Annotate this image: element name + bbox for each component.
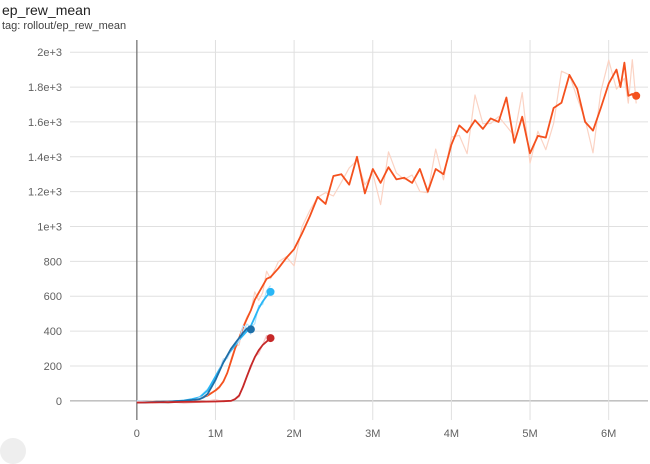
x-tick-label: 1M bbox=[208, 428, 223, 440]
chart-title: ep_rew_mean bbox=[2, 2, 91, 18]
y-tick-label: 200 bbox=[44, 361, 62, 373]
series-line bbox=[136, 337, 272, 404]
series-line bbox=[136, 61, 637, 404]
series-layer bbox=[136, 59, 641, 404]
y-tick-label: 1.6e+3 bbox=[28, 117, 62, 129]
y-tick-label: 2e+3 bbox=[37, 47, 62, 59]
x-tick-label: 5M bbox=[522, 428, 537, 440]
y-tick-label: 1.8e+3 bbox=[28, 82, 62, 94]
series-end-point bbox=[266, 334, 275, 343]
y-tick-label: 1.2e+3 bbox=[28, 187, 62, 199]
x-tick-label: 6M bbox=[601, 428, 616, 440]
y-tick-label: 1e+3 bbox=[37, 222, 62, 234]
series-line bbox=[136, 327, 252, 404]
series-raw-line bbox=[136, 325, 252, 404]
line-chart[interactable]: 0 200 400 600 800 1e+3 1.2e+3 1.4e+3 1.6e+3 1.8e+… bbox=[0, 0, 650, 450]
chart-tag: tag: rollout/ep_rew_mean bbox=[2, 20, 127, 32]
x-tick-label: 4M bbox=[444, 428, 459, 440]
y-tick-label: 1.4e+3 bbox=[28, 152, 62, 164]
grid bbox=[70, 40, 648, 420]
y-tick-label: 0 bbox=[56, 396, 62, 408]
x-tick-label: 3M bbox=[365, 428, 380, 440]
series-raw-line bbox=[136, 285, 271, 404]
series-raw-line bbox=[136, 59, 637, 404]
fit-domain-button[interactable] bbox=[0, 438, 26, 464]
series-line bbox=[136, 291, 272, 404]
y-tick-label: 600 bbox=[44, 291, 62, 303]
series-end-point bbox=[632, 91, 641, 100]
y-tick-label: 800 bbox=[44, 256, 62, 268]
series-end-point bbox=[246, 325, 255, 334]
y-tick-label: 400 bbox=[44, 326, 62, 338]
series-end-point bbox=[266, 287, 275, 296]
x-tick-label: 0 bbox=[134, 428, 140, 440]
x-axis-ticks: 0 1M 2M 3M 4M 5M 6M bbox=[134, 428, 617, 440]
x-tick-label: 2M bbox=[286, 428, 301, 440]
y-axis-ticks: 0 200 400 600 800 1e+3 1.2e+3 1.4e+3 1.6e+3 1.8e+… bbox=[28, 47, 62, 408]
